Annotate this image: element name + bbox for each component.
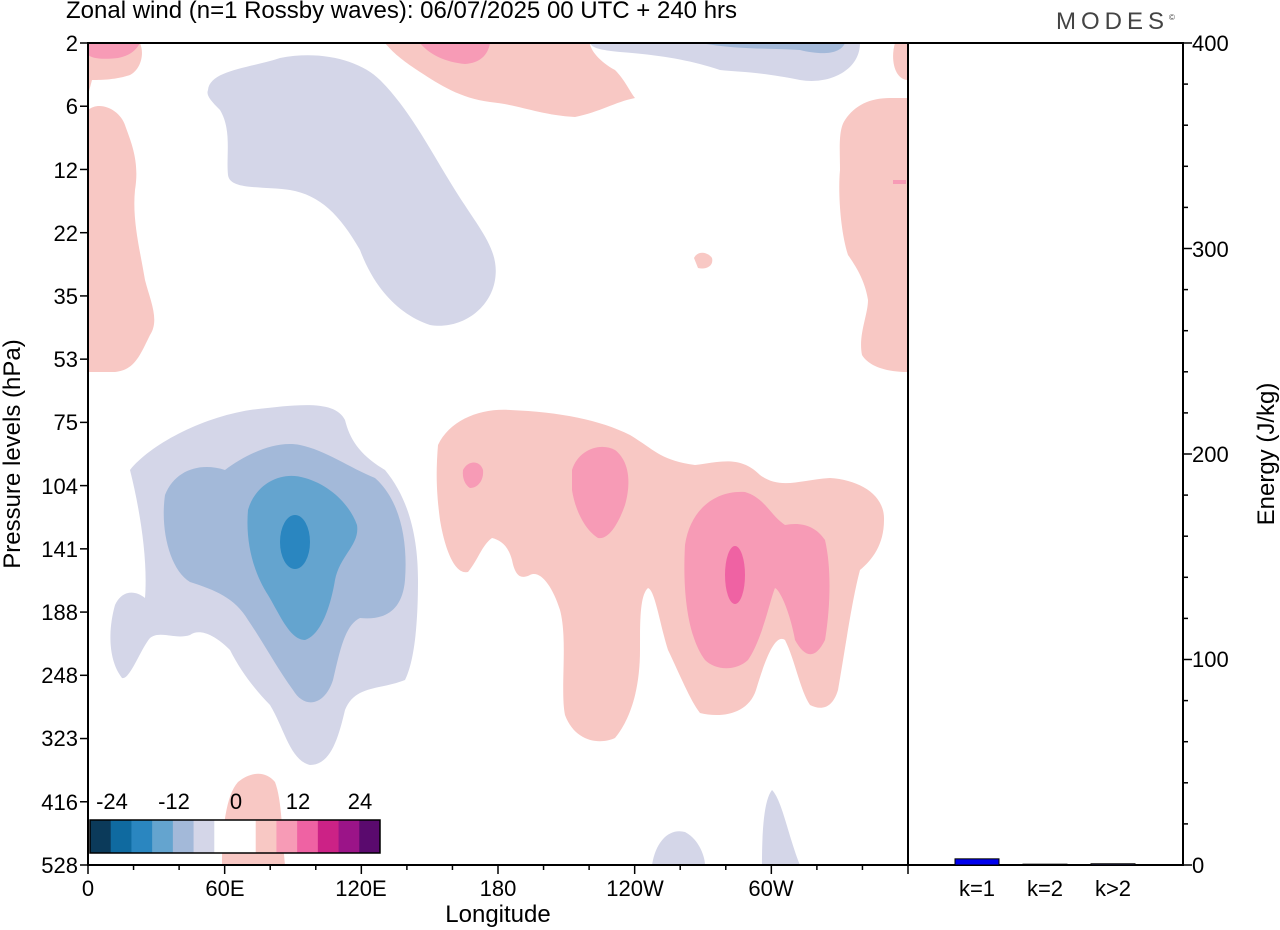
y-tick-label: 104 xyxy=(41,474,78,499)
contour-region-positive-6 xyxy=(684,491,830,669)
colorbar-frame xyxy=(89,819,381,854)
energy-bar xyxy=(1090,863,1136,866)
y-tick-label: 141 xyxy=(41,537,78,562)
y-tick-label: 12 xyxy=(54,158,78,183)
y-tick-label: 416 xyxy=(41,790,78,815)
energy-axis-title: Energy (J/kg) xyxy=(1253,383,1280,526)
energy-tick-label: 400 xyxy=(1192,31,1229,56)
y-tick-label: 6 xyxy=(66,94,78,119)
colorbar-swatch xyxy=(214,820,236,853)
colorbar-label: -24 xyxy=(96,789,128,814)
y-tick-label: 2 xyxy=(66,31,78,56)
contour-region-positive-6 xyxy=(462,462,484,488)
energy-category-label: k=1 xyxy=(959,876,995,901)
contour-region-positive-6 xyxy=(88,43,140,59)
contour-region-positive-9 xyxy=(725,546,745,604)
brand-text: MODES xyxy=(1056,8,1170,35)
energy-bars xyxy=(954,858,1136,866)
contour-region-negative-6 xyxy=(700,43,845,54)
y-tick-label: 35 xyxy=(54,284,78,309)
y-tick-label: 188 xyxy=(41,600,78,625)
y-axis-title: Pressure levels (hPa) xyxy=(0,339,26,568)
colorbar-swatch xyxy=(297,820,319,853)
x-tick-labels: 0 60E 120E 180 120W 60W xyxy=(82,876,794,901)
x-tick-label: 60E xyxy=(205,876,244,901)
contour-region-negative-3 xyxy=(652,831,705,865)
energy-tick-label: 100 xyxy=(1192,647,1229,672)
x-axis-title: Longitude xyxy=(445,901,550,928)
contour-region-positive-6 xyxy=(572,446,629,539)
y-tick-label: 22 xyxy=(54,221,78,246)
energy-panel-frame xyxy=(907,42,1184,866)
x-tick-label: 0 xyxy=(82,876,94,901)
colorbar-swatch xyxy=(338,820,360,853)
energy-category-labels: k=1 k=2 k>2 xyxy=(959,876,1131,901)
energy-tick-label: 200 xyxy=(1192,442,1229,467)
contour-region-positive-3 xyxy=(839,43,908,372)
contour-region-positive-3 xyxy=(436,409,885,742)
energy-category-label: k>2 xyxy=(1095,876,1131,901)
y-tick-label: 75 xyxy=(54,410,78,435)
x-tick-label: 180 xyxy=(480,876,517,901)
energy-bar xyxy=(1022,863,1068,866)
energy-tick-label: 0 xyxy=(1192,853,1204,878)
contour-region-positive-3 xyxy=(385,43,635,117)
colorbar-swatch xyxy=(359,820,381,853)
contour-region-negative-3 xyxy=(590,43,860,81)
y-tick-label: 528 xyxy=(41,853,78,878)
colorbar-swatch xyxy=(90,820,112,853)
contour-region-positive-3 xyxy=(694,252,713,269)
colorbar-swatch xyxy=(131,820,153,853)
y-tick-label: 53 xyxy=(54,347,78,372)
y-tick-label: 323 xyxy=(41,726,78,751)
colorbar-label: 12 xyxy=(286,789,310,814)
colorbar-swatch xyxy=(276,820,298,853)
colorbar-swatch xyxy=(317,820,340,853)
energy-y-ticks xyxy=(1183,42,1192,866)
colorbar-swatch xyxy=(172,820,195,853)
colorbar-label: 24 xyxy=(348,789,372,814)
colorbar-swatch xyxy=(235,820,257,853)
contour-region-negative-3 xyxy=(762,790,800,865)
y-tick-labels: 2 6 12 22 35 53 75 104 141 188 248 323 4… xyxy=(41,31,78,878)
map-y-ticks xyxy=(80,42,88,866)
colorbar-label: 0 xyxy=(230,789,242,814)
x-tick-label: 60W xyxy=(748,876,793,901)
brand-logo: MODES© xyxy=(1056,8,1175,35)
contour-region-positive-6 xyxy=(893,180,906,184)
contour-region-negative-3 xyxy=(207,55,496,326)
colorbar-swatch xyxy=(255,820,277,853)
colorbar-labels: -24 -12 0 12 24 xyxy=(96,789,372,814)
contour-field xyxy=(88,43,908,865)
energy-bar xyxy=(954,858,1000,866)
contour-region-positive-6 xyxy=(420,43,490,64)
energy-category-label: k=2 xyxy=(1027,876,1063,901)
energy-tick-label: 300 xyxy=(1192,237,1229,262)
contour-region-negative-12 xyxy=(280,515,310,569)
energy-tick-labels: 0 100 200 300 400 xyxy=(1192,31,1229,878)
colorbar-label: -12 xyxy=(158,789,190,814)
colorbar-swatch xyxy=(193,820,215,853)
map-x-ticks xyxy=(87,865,909,874)
contour-region-positive-3 xyxy=(88,43,155,372)
x-tick-label: 120E xyxy=(335,876,386,901)
x-tick-label: 120W xyxy=(606,876,664,901)
colorbar-swatch xyxy=(152,820,174,853)
colorbar xyxy=(89,819,381,854)
colorbar-swatch xyxy=(110,820,132,853)
y-tick-label: 248 xyxy=(41,663,78,688)
chart-title: Zonal wind (n=1 Rossby waves): 06/07/202… xyxy=(66,0,738,24)
